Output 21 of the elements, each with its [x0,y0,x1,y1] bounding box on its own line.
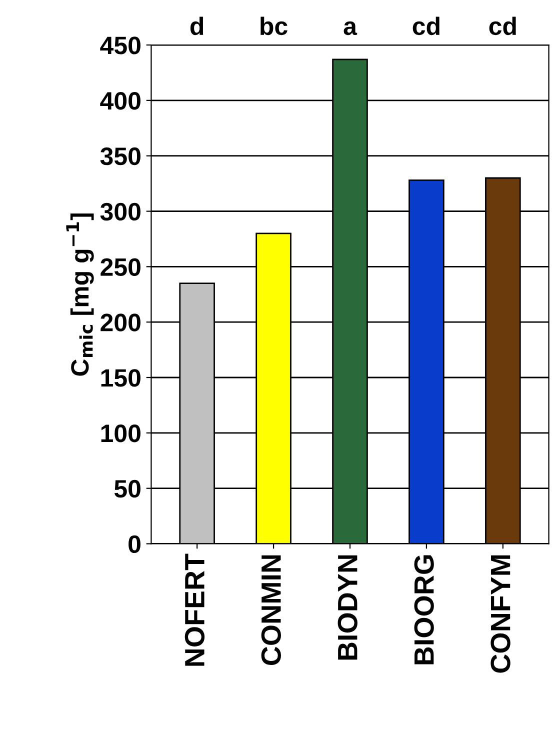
y-tick-label: 350 [100,147,140,166]
x-tick-label: CONMIN [261,555,281,665]
text: cd [489,16,516,36]
y-tick-label: 200 [100,314,140,332]
y-tick-label: 450 [100,36,140,54]
text: cd [412,16,440,36]
y-tick-label: 250 [100,258,140,276]
x-tick-label: CONFYM [490,555,510,673]
text: bc [260,16,288,36]
y-tick-label: 300 [100,202,140,221]
x-tick-label: BIOORG [414,555,434,664]
text: a [344,21,358,36]
y-tick-label: 50 [114,480,140,498]
y-tick-label: 150 [101,369,140,387]
x-tick-label: NOFERT [184,554,205,666]
y-tick-label: 400 [100,92,140,110]
text: d [190,16,204,36]
y-tick-label: 100 [101,424,140,442]
y-tick-label: 0 [128,535,140,554]
x-tick-label: BIODYN [338,555,358,660]
y-axis-title: C$_{mic}$ [mg g$^{−1}$] [66,213,94,376]
